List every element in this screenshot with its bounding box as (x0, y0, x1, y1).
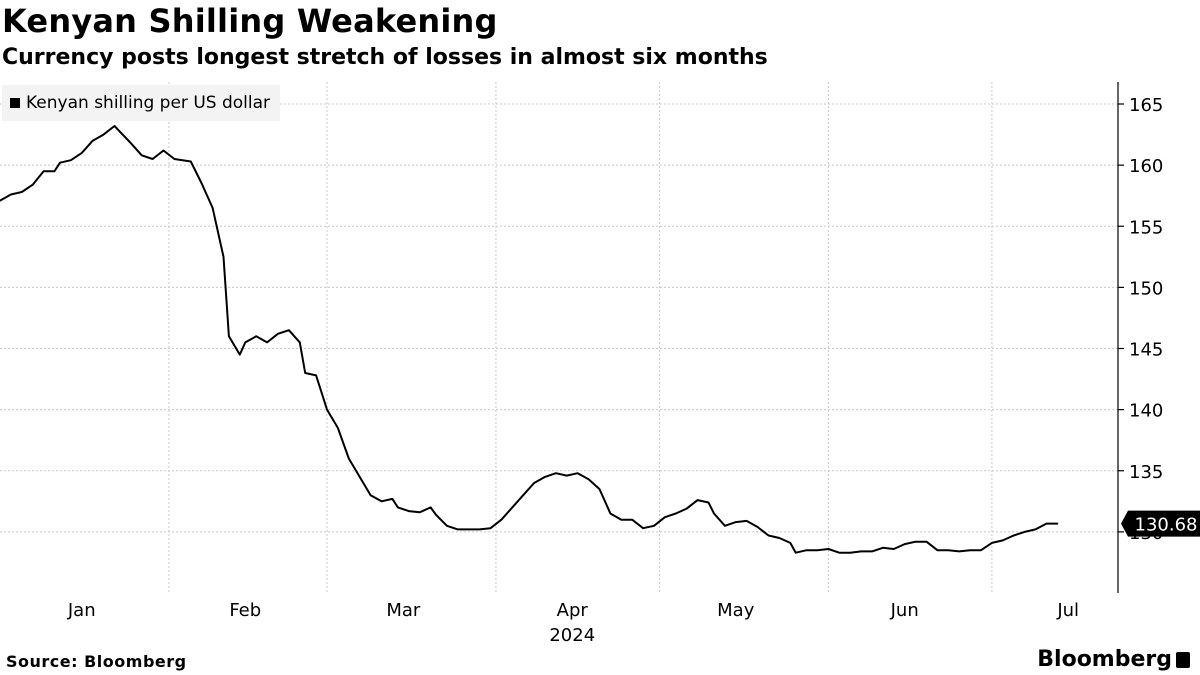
x-axis-labels: Jan Feb Mar Apr May Jun Jul 2024 (67, 600, 1079, 646)
y-tick-label: 160 (1129, 156, 1163, 177)
x-tick-label: Jul (1056, 600, 1079, 621)
y-tick-label: 155 (1129, 217, 1163, 238)
y-tick-label: 135 (1129, 462, 1163, 483)
last-value-label-group: 130.68 (1121, 510, 1200, 537)
brand-logo: Bloomberg (1037, 647, 1190, 672)
chart-title: Kenyan Shilling Weakening (2, 2, 498, 40)
y-tick-label: 165 (1129, 95, 1163, 116)
legend-swatch-icon (10, 98, 20, 108)
x-tick-label: May (717, 600, 755, 621)
y-tick-label: 150 (1129, 278, 1163, 299)
horizontal-gridlines (0, 103, 1118, 533)
last-value-marker (1121, 510, 1200, 537)
legend: Kenyan shilling per US dollar (2, 85, 281, 121)
x-tick-label: Feb (229, 600, 261, 621)
bloomberg-terminal-icon (1176, 651, 1190, 668)
last-value-label: 130.68 (1135, 515, 1198, 536)
series-group (0, 125, 1059, 554)
x-tick-label: Jun (890, 600, 919, 621)
chart-subtitle: Currency posts longest stretch of losses… (2, 45, 768, 70)
legend-label: Kenyan shilling per US dollar (26, 93, 271, 113)
source-note: Source: Bloomberg (6, 652, 187, 671)
y-tick-label: 145 (1129, 340, 1163, 361)
y-axis (1117, 82, 1124, 593)
x-tick-label: Apr (557, 600, 589, 621)
vertical-gridlines (168, 82, 993, 593)
brand-name: Bloomberg (1037, 647, 1172, 672)
x-tick-label: Jan (67, 600, 96, 621)
y-tick-label: 140 (1129, 401, 1163, 422)
x-tick-label: Mar (386, 600, 421, 621)
x-axis-year-label: 2024 (549, 625, 595, 646)
series-line-kenyan-shilling (0, 125, 1059, 554)
